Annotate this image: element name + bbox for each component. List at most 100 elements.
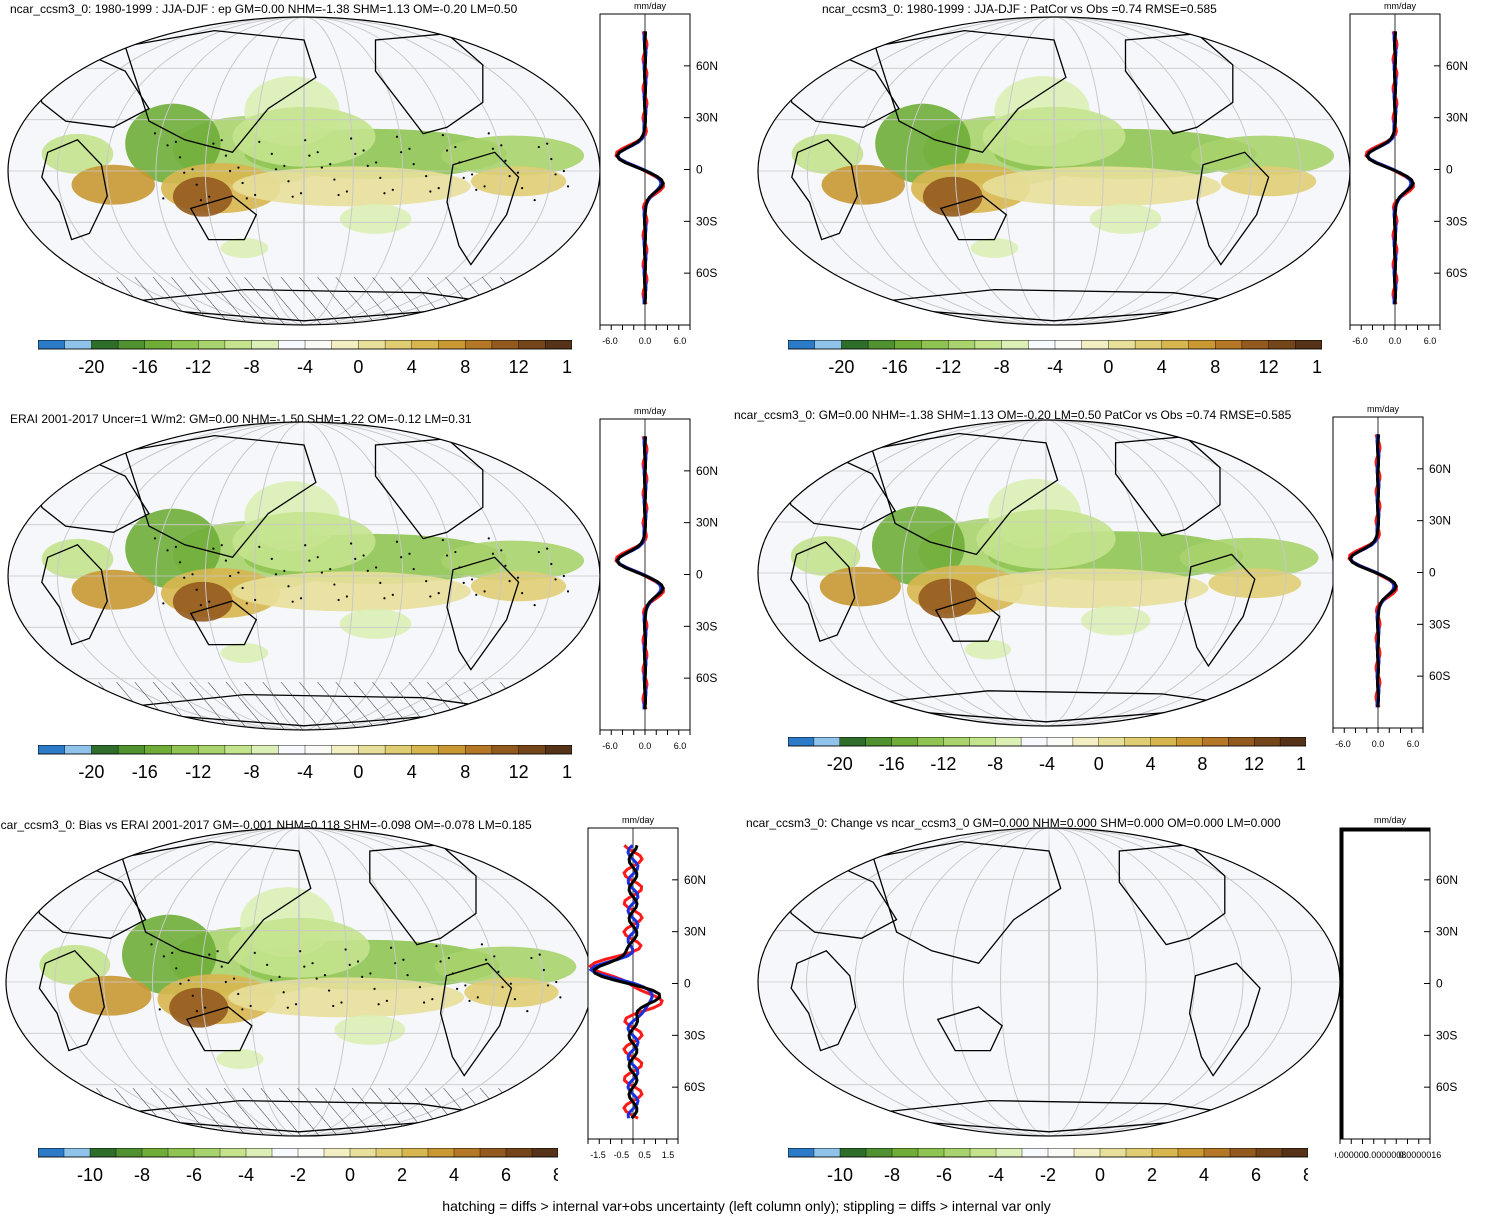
- colorbar-swatch: [1073, 1148, 1101, 1158]
- profile-x-label: 0.0: [1389, 336, 1402, 346]
- profile-lat-label: 60N: [696, 59, 718, 73]
- precip-anomaly-region: [470, 571, 567, 602]
- panel-title: ncar_ccsm3_0: GM=0.00 NHM=-1.38 SHM=1.13…: [734, 408, 1292, 422]
- colorbar-label: -4: [988, 1165, 1004, 1185]
- stipple-dot: [445, 149, 449, 152]
- colorbar-swatch: [545, 340, 572, 350]
- stipple-dot: [559, 996, 562, 999]
- profile-lat-label: 30S: [696, 214, 717, 228]
- longitude-line: [806, 828, 1292, 1136]
- stipple-dot: [241, 1008, 244, 1011]
- colorbar-label: -4: [297, 357, 313, 377]
- colorbar-label: 12: [1259, 357, 1279, 377]
- precip-anomaly-region: [228, 917, 370, 978]
- colorbar-swatch: [358, 340, 386, 350]
- stipple-dot: [354, 152, 357, 155]
- longitude-line: [1048, 828, 1050, 1136]
- colorbar-swatch: [224, 340, 253, 350]
- zonal-mean-profile: mm/day 60N 30N 0 30S 60S 0.0000000.00000080.00…: [1335, 815, 1458, 1160]
- colorbar-label: 12: [509, 357, 529, 377]
- stipple-dot: [299, 950, 302, 953]
- colorbar-swatch: [117, 745, 146, 755]
- colorbar-label: -8: [994, 357, 1010, 377]
- stipple-dot: [183, 171, 186, 174]
- stipple-dot: [174, 140, 177, 144]
- stipple-dot: [340, 1001, 343, 1004]
- stipple-dot: [332, 1004, 335, 1008]
- profile-lat-label: 0: [684, 977, 691, 991]
- footer-note: hatching = diffs > internal var+obs unce…: [442, 1198, 1051, 1214]
- profile-axes: [1339, 827, 1431, 1140]
- colorbar-swatch: [1255, 1148, 1283, 1158]
- stipple-dot: [395, 540, 399, 543]
- colorbar-swatch: [278, 340, 306, 350]
- precip-anomaly-region: [125, 103, 221, 184]
- colorbar-swatch: [1254, 737, 1281, 747]
- profile-lat-label: 60N: [1436, 873, 1458, 887]
- stipple-dot: [533, 603, 536, 607]
- stipple-dot: [447, 956, 450, 960]
- stipple-dot: [195, 1009, 199, 1013]
- precip-anomaly-region: [918, 578, 977, 619]
- stipple-dot: [178, 561, 182, 564]
- profile-line: [592, 844, 662, 1120]
- stipple-dot: [349, 542, 353, 545]
- precip-anomaly-region: [71, 569, 155, 610]
- colorbar-swatch: [193, 1148, 221, 1158]
- continent-outline: [1196, 151, 1270, 266]
- stipple-dot: [454, 550, 457, 554]
- colorbar-swatch: [788, 737, 815, 747]
- stipple-dot: [408, 147, 411, 150]
- longitude-line: [805, 420, 1287, 726]
- profile-x-label: 1.5: [662, 1150, 675, 1160]
- colorbar-swatch: [1151, 1148, 1179, 1158]
- colorbar-label: 4: [1157, 357, 1167, 377]
- colorbar-label: 16: [562, 357, 572, 377]
- colorbar-swatch: [1215, 340, 1243, 350]
- zonal-mean-profile: mm/day 60N 30N 0 30S 60S -1.5 -0.5 0.5 1.5: [587, 815, 706, 1160]
- stipple-dot: [212, 142, 215, 145]
- colorbar-swatch: [375, 1148, 403, 1158]
- panel-title: ncar_ccsm3_0: Change vs ncar_ccsm3_0 GM=…: [746, 816, 1281, 830]
- precip-anomaly-region: [964, 639, 1012, 660]
- colorbar-swatch: [505, 1148, 533, 1158]
- colorbar-swatch: [438, 340, 466, 350]
- precip-anomaly-region: [172, 581, 233, 622]
- stipple-dot: [379, 176, 382, 179]
- stipple-dot: [391, 593, 394, 596]
- colorbar-label: 4: [449, 1165, 459, 1185]
- stipple-dot: [216, 950, 219, 953]
- colorbar-swatch: [171, 340, 199, 350]
- stipple-dot: [237, 992, 240, 996]
- stipple-dot: [337, 598, 340, 602]
- stipple-dot: [422, 1001, 426, 1004]
- colorbar-swatch: [144, 745, 173, 755]
- stipple-dot: [458, 161, 461, 164]
- stipple-dot: [508, 580, 511, 583]
- stipple-dot: [566, 185, 570, 188]
- stipple-dot: [266, 963, 269, 966]
- colorbar: -20-16-12-8-4048121620: [788, 737, 1306, 774]
- stipple-dot: [166, 144, 169, 147]
- profile-x-label: -6.0: [1352, 336, 1368, 346]
- profile-unit: mm/day: [1374, 815, 1407, 825]
- colorbar-swatch: [1203, 1148, 1231, 1158]
- hatching-region: [95, 682, 513, 730]
- stipple-dot: [475, 188, 478, 191]
- stipple-dot: [435, 944, 438, 948]
- precip-anomaly-region: [232, 166, 471, 207]
- profile-unit: mm/day: [634, 406, 667, 416]
- colorbar-label: -6: [186, 1165, 202, 1185]
- stipple-dot: [389, 946, 393, 949]
- stipple-dot: [487, 537, 490, 540]
- stipple-dot: [320, 166, 323, 169]
- stipple-dot: [491, 147, 495, 150]
- stipple-dot: [308, 559, 311, 562]
- colorbar-swatch: [1150, 737, 1178, 747]
- colorbar-swatch: [323, 1148, 351, 1158]
- colorbar-label: 8: [553, 1165, 558, 1185]
- colorbar-label: -16: [882, 357, 908, 377]
- stipple-dot: [270, 152, 273, 155]
- stipple-dot: [516, 576, 520, 579]
- stipple-dot: [546, 142, 549, 145]
